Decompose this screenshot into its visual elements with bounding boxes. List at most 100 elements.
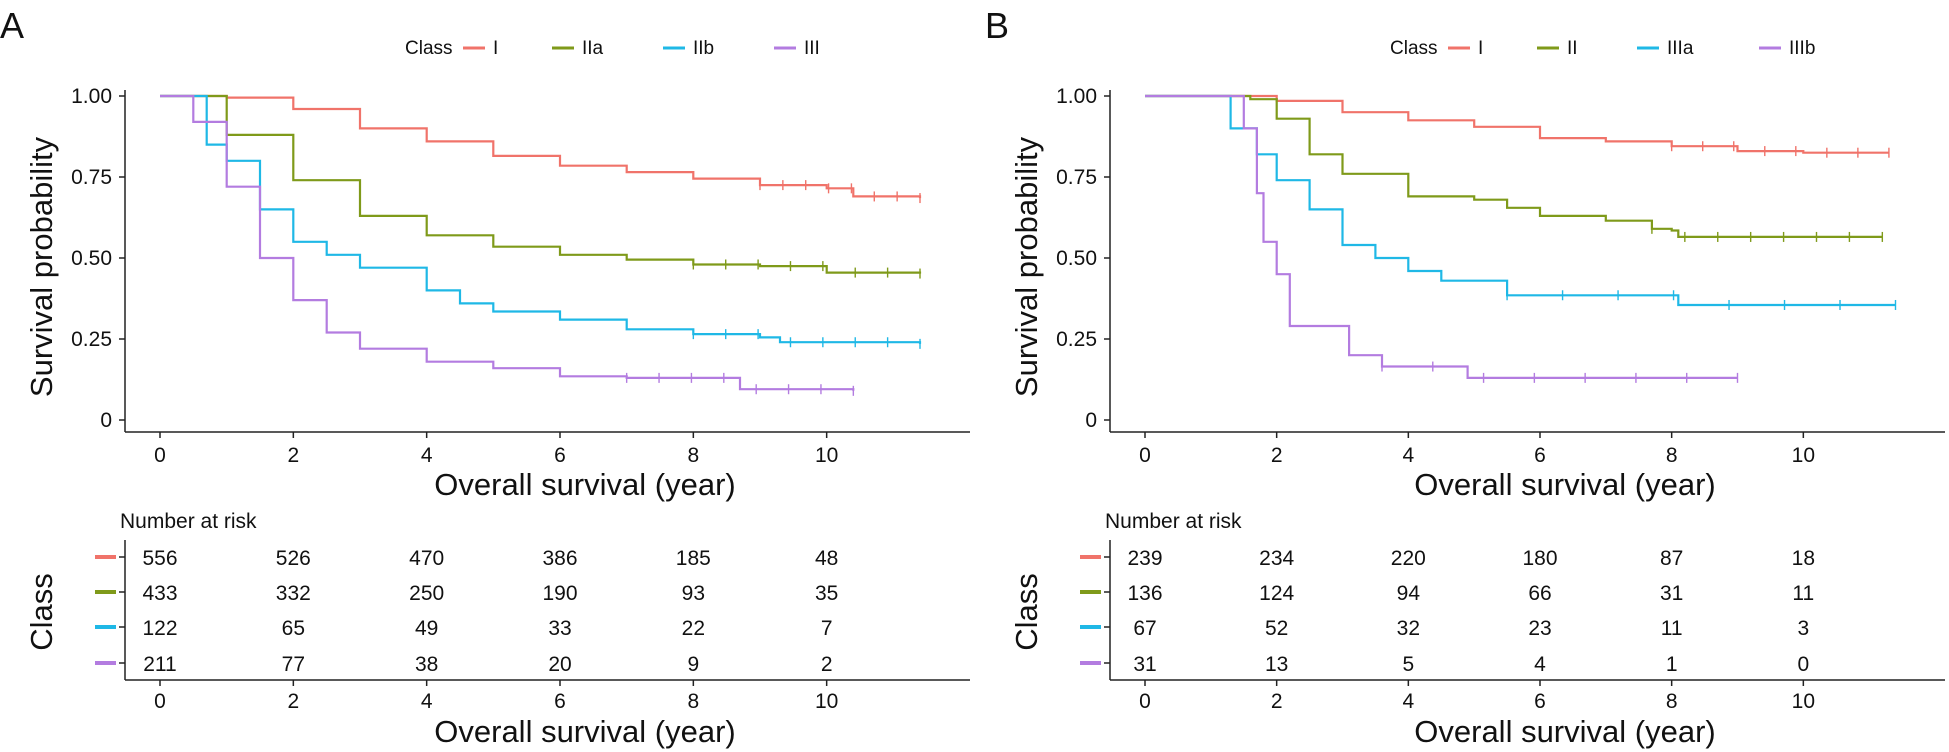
- series-line-ii: [1145, 94, 1883, 238]
- legend-label: I: [1478, 38, 1483, 59]
- y-tick-label: 1.00: [1056, 85, 1097, 108]
- x-tick-label: 8: [1666, 444, 1678, 467]
- risk-x-axis-title: Overall survival (year): [1414, 714, 1715, 749]
- risk-y-axis-title: Class: [1009, 573, 1044, 651]
- risk-x-axis-title: Overall survival (year): [434, 714, 735, 749]
- y-axis-title: Survival probability: [1009, 136, 1044, 397]
- risk-y-axis-title: Class: [24, 573, 59, 651]
- legend-title: Class: [1390, 38, 1438, 59]
- risk-cell: 66: [1528, 582, 1551, 605]
- series-line-iiib: [1145, 94, 1738, 379]
- series-line-i: [1145, 94, 1889, 154]
- risk-cell: 136: [1127, 582, 1162, 605]
- risk-cell: 190: [542, 582, 577, 605]
- x-tick-label: 2: [287, 444, 299, 467]
- x-tick-label: 10: [815, 444, 838, 467]
- legend: Class I IIa IIb III: [405, 38, 820, 59]
- risk-table-title: Number at risk: [120, 510, 257, 533]
- legend-label: III: [804, 38, 820, 59]
- risk-x-tick-label: 6: [1534, 690, 1546, 713]
- x-tick-label: 6: [554, 444, 566, 467]
- risk-x-tick-label: 10: [1792, 690, 1815, 713]
- risk-cell: 23: [1528, 617, 1551, 640]
- risk-cell: 49: [415, 617, 438, 640]
- y-tick-label: 0.50: [1056, 247, 1097, 270]
- series-line-iib: [160, 94, 922, 344]
- risk-cell: 67: [1133, 617, 1156, 640]
- risk-cell: 4: [1534, 653, 1546, 676]
- risk-cell: 556: [142, 547, 177, 570]
- risk-cell: 250: [409, 582, 444, 605]
- x-tick-label: 4: [421, 444, 433, 467]
- risk-cell: 211: [143, 653, 176, 676]
- x-axis-title: Overall survival (year): [434, 467, 735, 502]
- y-axis-title: Survival probability: [24, 136, 59, 397]
- risk-cell: 1: [1666, 653, 1678, 676]
- risk-x-tick-label: 4: [1402, 690, 1414, 713]
- risk-cell: 48: [815, 547, 838, 570]
- y-tick-label: 0.50: [71, 247, 112, 270]
- x-tick-label: 10: [1792, 444, 1815, 467]
- risk-cell: 185: [676, 547, 711, 570]
- y-tick-label: 0.25: [1056, 328, 1097, 351]
- y-tick-label: 0: [1085, 409, 1097, 432]
- risk-cell: 470: [409, 547, 444, 570]
- series-line-i: [160, 94, 922, 199]
- risk-x-tick-label: 2: [287, 690, 299, 713]
- legend-label: I: [493, 38, 498, 59]
- risk-cell: 526: [276, 547, 311, 570]
- panel-label: A: [0, 5, 24, 46]
- legend-label: IIIb: [1789, 38, 1815, 59]
- risk-x-tick-label: 8: [1666, 690, 1678, 713]
- risk-cell: 3: [1797, 617, 1809, 640]
- y-tick-label: 0: [100, 409, 112, 432]
- risk-cell: 239: [1127, 547, 1162, 570]
- legend-label: IIIa: [1667, 38, 1694, 59]
- risk-cell: 38: [415, 653, 438, 676]
- risk-cell: 35: [815, 582, 838, 605]
- risk-table-title: Number at risk: [1105, 510, 1242, 533]
- y-tick-label: 0.25: [71, 328, 112, 351]
- risk-cell: 180: [1522, 547, 1557, 570]
- risk-cell: 122: [142, 617, 177, 640]
- y-tick-label: 0.75: [71, 166, 112, 189]
- risk-x-tick-label: 0: [154, 690, 166, 713]
- risk-cell: 33: [548, 617, 571, 640]
- risk-cell: 9: [687, 653, 699, 676]
- risk-x-tick-label: 2: [1271, 690, 1283, 713]
- y-tick-label: 1.00: [71, 85, 112, 108]
- risk-x-tick-label: 10: [815, 690, 838, 713]
- risk-cell: 0: [1797, 653, 1809, 676]
- risk-cell: 332: [276, 582, 311, 605]
- risk-cell: 22: [682, 617, 705, 640]
- risk-cell: 5: [1402, 653, 1414, 676]
- series-line-iia: [160, 94, 922, 274]
- risk-cell: 234: [1259, 547, 1294, 570]
- risk-cell: 386: [542, 547, 577, 570]
- risk-cell: 124: [1259, 582, 1294, 605]
- risk-cell: 77: [282, 653, 305, 676]
- x-tick-label: 0: [154, 444, 166, 467]
- risk-cell: 18: [1792, 547, 1815, 570]
- x-tick-label: 8: [687, 444, 699, 467]
- x-tick-label: 0: [1139, 444, 1151, 467]
- risk-cell: 433: [142, 582, 177, 605]
- x-axis-title: Overall survival (year): [1414, 467, 1715, 502]
- panel-a: A Class I IIa IIb III 0 0.25 0.50 0.75 1.00 0 2 4 6 8 10…: [0, 5, 970, 749]
- risk-x-tick-label: 8: [687, 690, 699, 713]
- legend-title: Class: [405, 38, 453, 59]
- risk-cell: 32: [1397, 617, 1420, 640]
- legend-label: IIb: [693, 38, 714, 59]
- risk-cell: 94: [1397, 582, 1421, 605]
- series-line-iii: [160, 94, 855, 391]
- risk-cell: 7: [821, 617, 833, 640]
- y-tick-label: 0.75: [1056, 166, 1097, 189]
- x-tick-label: 6: [1534, 444, 1546, 467]
- risk-cell: 13: [1265, 653, 1288, 676]
- risk-cell: 65: [282, 617, 305, 640]
- risk-cell: 87: [1660, 547, 1683, 570]
- risk-cell: 31: [1133, 653, 1156, 676]
- panel-label: B: [985, 5, 1009, 46]
- risk-cell: 52: [1265, 617, 1288, 640]
